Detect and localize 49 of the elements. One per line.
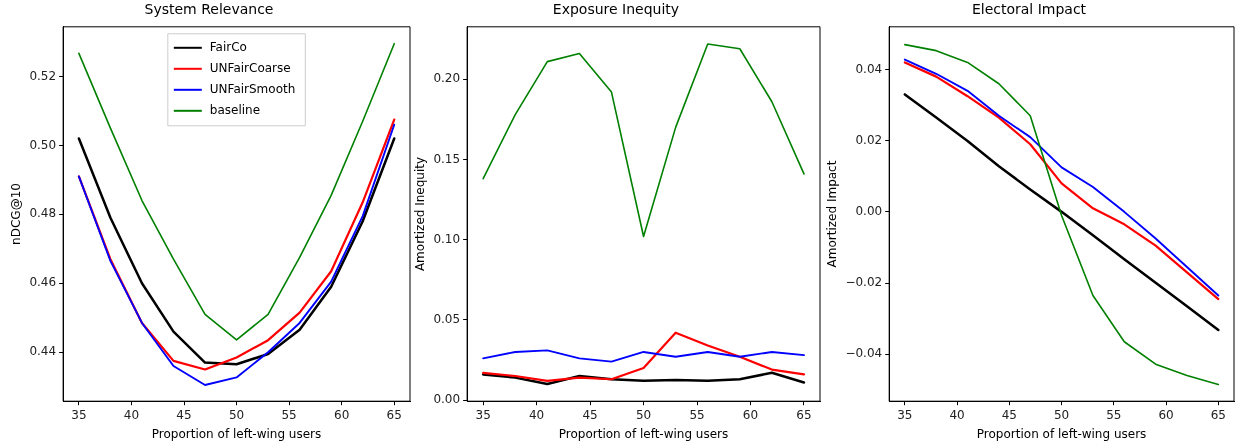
x-tick-label: 60 [334,407,350,422]
x-tick-label: 40 [949,407,965,422]
y-tick-label: −0.02 [845,275,883,290]
legend-label: baseline [209,102,261,117]
y-tick-label: 0.46 [29,275,57,290]
y-axis-title: Amortized Inequity [413,156,428,272]
x-tick-label: 50 [1053,407,1070,422]
y-tick-label: 0.00 [855,203,883,218]
x-tick-label: 60 [1158,407,1174,422]
y-tick-label: 0.44 [29,344,57,359]
y-tick-label: 0.00 [433,392,461,407]
x-tick-label: 35 [897,407,913,422]
x-tick-label: 35 [475,407,491,422]
x-tick-label: 40 [528,407,545,422]
x-axis-title: Proportion of left-wing users [976,426,1147,441]
chart-title: Electoral Impact [971,1,1087,18]
y-tick-label: 0.20 [433,71,461,86]
legend-label: FairCo [209,39,247,54]
x-axis-title: Proportion of left-wing users [151,426,322,441]
x-tick-label: 45 [176,407,192,422]
x-tick-label: 55 [689,407,705,422]
x-tick-label: 40 [123,407,140,422]
x-tick-label: 55 [1106,407,1122,422]
x-tick-label: 50 [228,407,245,422]
y-tick-label: 0.10 [433,231,461,246]
x-tick-label: 50 [635,407,652,422]
y-tick-label: 0.48 [29,206,57,221]
y-tick-label: 0.04 [855,61,883,76]
x-tick-label: 35 [71,407,87,422]
legend-label: UNFairCoarse [209,60,291,75]
x-tick-label: 60 [742,407,759,422]
y-tick-label: 0.50 [29,137,57,152]
y-tick-label: −0.04 [845,346,883,361]
y-tick-label: 0.02 [855,132,883,147]
x-tick-label: 45 [582,407,598,422]
chart-title: System Relevance [144,1,274,18]
y-axis-title: nDCG@10 [9,183,24,245]
legend-label: UNFairSmooth [209,81,296,96]
y-tick-label: 0.15 [433,151,461,166]
x-tick-label: 65 [796,407,812,422]
y-axis-title: Amortized Impact [825,160,840,268]
x-tick-label: 65 [386,407,402,422]
y-tick-label: 0.05 [433,312,461,326]
chart-title: Exposure Inequity [552,1,680,18]
x-axis-title: Proportion of left-wing users [558,426,729,441]
x-tick-label: 45 [1001,407,1017,422]
x-tick-label: 55 [281,407,297,422]
y-tick-label: 0.52 [29,68,57,83]
x-tick-label: 65 [1210,407,1226,422]
